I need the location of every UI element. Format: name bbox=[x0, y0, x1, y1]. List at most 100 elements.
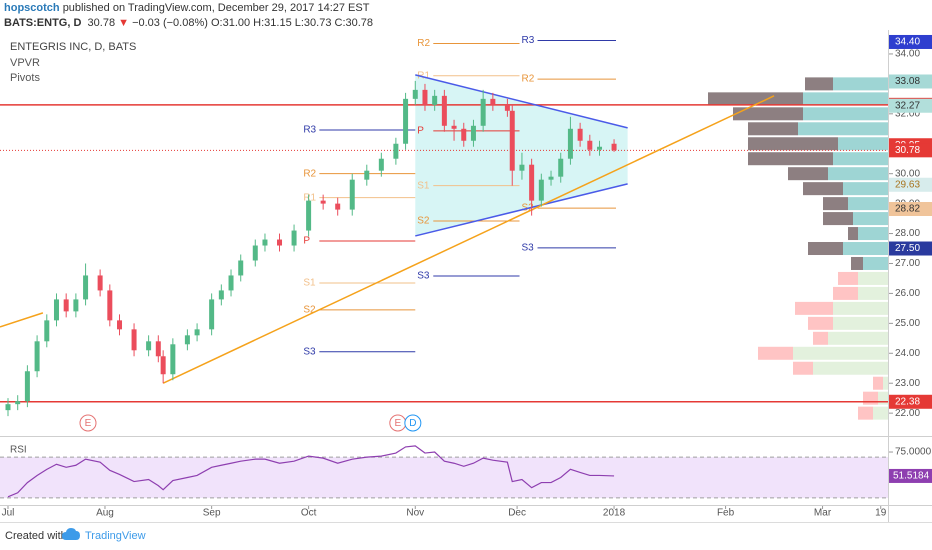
price-label: 34.40 bbox=[895, 37, 920, 48]
pivot-label: R2 bbox=[303, 168, 316, 179]
candle-body bbox=[155, 341, 161, 357]
price-label-bg bbox=[889, 241, 932, 256]
event-label: D bbox=[409, 418, 416, 429]
symbol: BATS:ENTG, D bbox=[4, 17, 82, 29]
volume-buy bbox=[843, 242, 888, 256]
pivot-label: S1 bbox=[417, 180, 430, 191]
event-marker bbox=[79, 414, 97, 432]
chart-title: ENTEGRIS INC, D, BATS bbox=[10, 41, 136, 53]
candle-body bbox=[209, 299, 215, 330]
candle-body bbox=[131, 329, 137, 351]
indicator-label: VPVR bbox=[10, 57, 40, 69]
volume-buy bbox=[858, 271, 888, 285]
event-marker bbox=[404, 414, 422, 432]
candle-body bbox=[146, 341, 152, 351]
candle-body bbox=[63, 299, 69, 312]
volume-buy bbox=[798, 122, 888, 136]
rsi-title: RSI bbox=[10, 445, 27, 456]
pivot-label: R1 bbox=[303, 192, 316, 203]
candle-body bbox=[461, 128, 467, 141]
volume-buy bbox=[803, 92, 888, 106]
price-label-bg bbox=[889, 394, 932, 409]
candle-body bbox=[306, 200, 312, 231]
candle-body bbox=[611, 143, 617, 151]
candle-body bbox=[34, 341, 40, 372]
candle-body bbox=[597, 146, 603, 150]
volume-buy bbox=[828, 167, 888, 181]
volume-sell bbox=[808, 316, 833, 330]
candle-body bbox=[53, 299, 59, 321]
volume-sell bbox=[873, 376, 883, 390]
x-tick-label: Sep bbox=[203, 508, 221, 519]
candle-body bbox=[480, 98, 486, 126]
candle-body bbox=[335, 203, 341, 210]
volume-buy bbox=[803, 107, 888, 121]
volume-buy bbox=[883, 376, 888, 390]
candle-body bbox=[470, 125, 476, 141]
trendline bbox=[0, 312, 44, 328]
author[interactable]: hopscotch bbox=[4, 2, 60, 14]
candle-body bbox=[24, 371, 30, 402]
pivot-label: R1 bbox=[417, 70, 430, 81]
header: hopscotch published on TradingView.com, … bbox=[4, 1, 373, 31]
volume-sell bbox=[788, 167, 828, 181]
volume-buy bbox=[853, 212, 888, 226]
pivot-label: R3 bbox=[522, 35, 535, 46]
candle-body bbox=[587, 140, 593, 150]
volume-sell bbox=[793, 361, 813, 375]
price-label: 28.82 bbox=[895, 204, 920, 215]
volume-sell bbox=[808, 242, 843, 256]
candle-body bbox=[238, 260, 244, 276]
candle-body bbox=[403, 98, 409, 144]
rsi-last-label: 51.5184 bbox=[893, 471, 930, 482]
ohlc: O:31.00 H:31.15 L:30.73 C:30.78 bbox=[210, 17, 374, 29]
rsi-line bbox=[7, 445, 615, 498]
logo[interactable]: TradingView bbox=[62, 528, 146, 542]
volume-buy bbox=[858, 227, 888, 241]
candle-body bbox=[422, 89, 428, 105]
candle-body bbox=[393, 143, 399, 159]
volume-buy bbox=[848, 197, 888, 211]
y-tick-label: 25.00 bbox=[895, 318, 920, 329]
x-tick-label: Oct bbox=[301, 508, 317, 519]
y-tick-label: 22.00 bbox=[895, 408, 920, 419]
volume-sell bbox=[805, 77, 833, 91]
candle-body bbox=[378, 158, 384, 171]
pivot-label: R3 bbox=[303, 125, 316, 136]
candle-body bbox=[558, 158, 564, 177]
price-label: 22.38 bbox=[895, 396, 920, 407]
volume-buy bbox=[828, 331, 888, 345]
pivot-label: P bbox=[303, 236, 310, 247]
candle-body bbox=[15, 401, 21, 405]
header-line: BATS:ENTG, D 30.78 ▼ −0.03 (−0.08%) O:31… bbox=[4, 16, 373, 31]
volume-sell bbox=[708, 92, 803, 106]
candle-body bbox=[451, 125, 457, 129]
price: 30.78 bbox=[87, 17, 116, 29]
volume-sell bbox=[848, 227, 858, 241]
pivot-label: S1 bbox=[303, 278, 316, 289]
volume-sell bbox=[813, 331, 828, 345]
pivot-label: R2 bbox=[522, 74, 535, 85]
y-tick-label: 34.00 bbox=[895, 49, 920, 60]
x-tick-label: Nov bbox=[406, 508, 424, 519]
x-tick-label: Aug bbox=[96, 508, 114, 519]
volume-sell bbox=[851, 256, 863, 270]
candle-body bbox=[160, 356, 166, 375]
candle-body bbox=[194, 329, 200, 336]
candle-body bbox=[44, 320, 50, 342]
volume-sell bbox=[748, 152, 833, 166]
axis-bg bbox=[889, 30, 932, 436]
rsi-last-bg bbox=[889, 468, 932, 483]
candle-body bbox=[364, 170, 370, 180]
x-tick-label: Jul bbox=[2, 508, 15, 519]
volume-buy bbox=[833, 77, 888, 91]
candle-body bbox=[262, 239, 268, 246]
pivot-label: S3 bbox=[417, 271, 430, 282]
price-label-bg bbox=[889, 143, 932, 158]
pivot-label: S3 bbox=[522, 243, 535, 254]
volume-sell bbox=[838, 271, 858, 285]
candle-body bbox=[349, 179, 355, 210]
pivot-label: R2 bbox=[417, 38, 430, 49]
